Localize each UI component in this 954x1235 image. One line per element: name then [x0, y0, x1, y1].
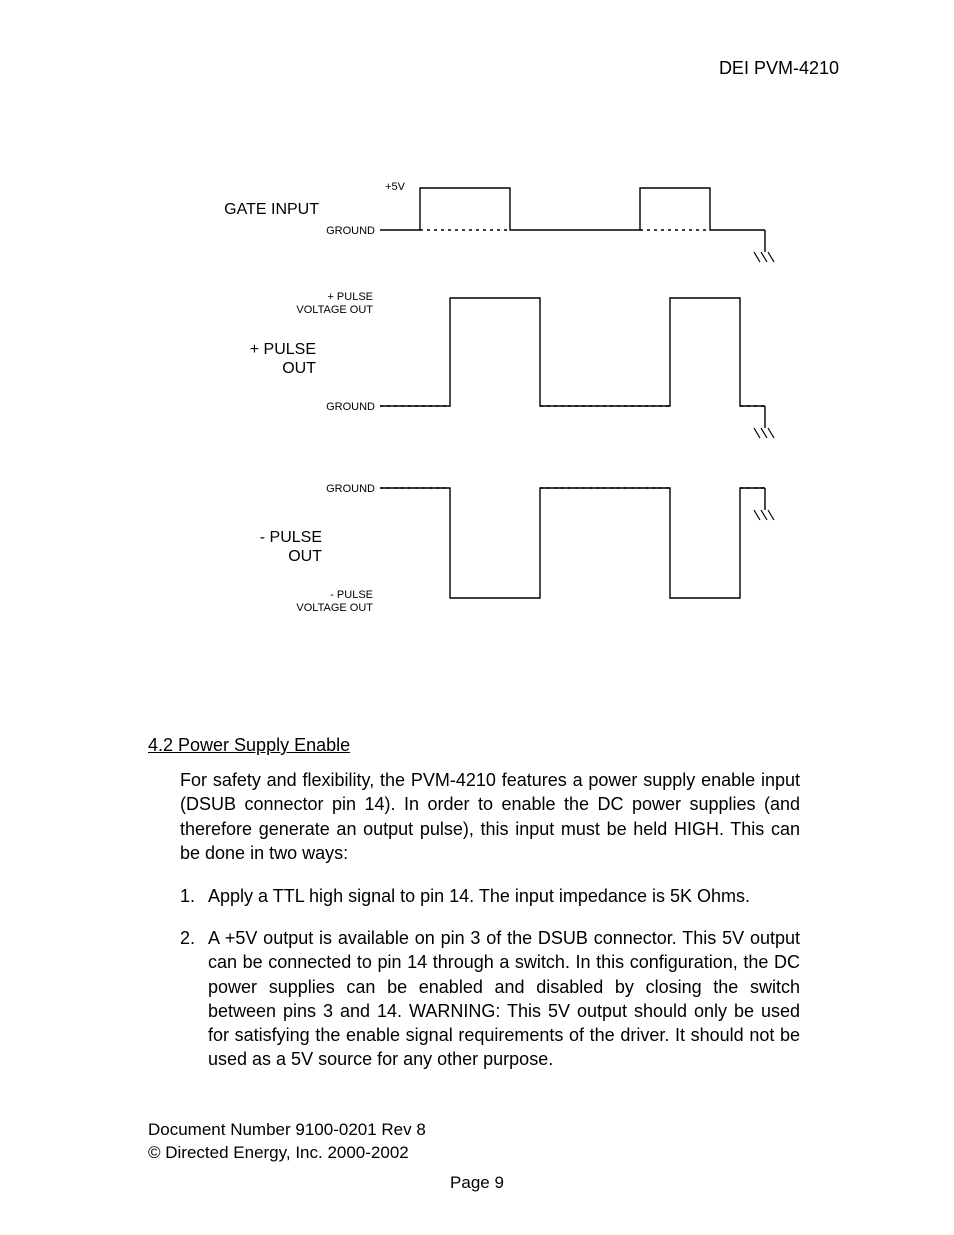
- header-product: DEI PVM-4210: [719, 58, 839, 79]
- list-number: 2.: [180, 926, 195, 950]
- svg-text:GROUND: GROUND: [326, 225, 375, 237]
- timing-diagram: GATE INPUT +5V GROUND + PULSEOUT + PULSEVOLT…: [220, 170, 800, 650]
- list-number: 1.: [180, 884, 195, 908]
- footer-block: Document Number 9100-0201 Rev 8 © Direct…: [148, 1119, 426, 1165]
- svg-text:GROUND: GROUND: [326, 401, 375, 413]
- svg-text:+5V: +5V: [385, 181, 406, 193]
- list-item-2: 2. A +5V output is available on pin 3 of…: [180, 926, 800, 1072]
- svg-text:+ PULSEVOLTAGE OUT: + PULSEVOLTAGE OUT: [296, 291, 373, 316]
- svg-text:GATE INPUT: GATE INPUT: [224, 201, 319, 218]
- section-title: 4.2 Power Supply Enable: [148, 735, 350, 756]
- list-text: Apply a TTL high signal to pin 14. The i…: [208, 884, 800, 908]
- page: DEI PVM-4210 GATE INPUT +5V GROUND + PULSEO…: [0, 0, 954, 1235]
- svg-text:- PULSEOUT: - PULSEOUT: [260, 529, 322, 565]
- page-number: Page 9: [0, 1173, 954, 1193]
- footer-doc-number: Document Number 9100-0201 Rev 8: [148, 1119, 426, 1142]
- list-item-1: 1. Apply a TTL high signal to pin 14. Th…: [180, 884, 800, 908]
- svg-text:GROUND: GROUND: [326, 483, 375, 495]
- svg-text:- PULSEVOLTAGE OUT: - PULSEVOLTAGE OUT: [296, 589, 373, 614]
- list-text: A +5V output is available on pin 3 of th…: [208, 926, 800, 1072]
- svg-text:+ PULSEOUT: + PULSEOUT: [250, 341, 316, 377]
- footer-copyright: © Directed Energy, Inc. 2000-2002: [148, 1142, 426, 1165]
- section-para: For safety and flexibility, the PVM-4210…: [180, 768, 800, 865]
